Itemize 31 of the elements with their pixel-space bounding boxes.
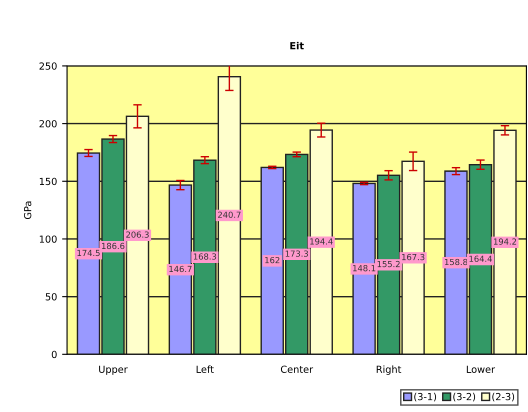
data-label: 148.1 — [353, 265, 376, 272]
data-label: 240.7 — [218, 212, 241, 218]
y-tick-label: 200 — [39, 120, 57, 128]
chart-title: Eit — [290, 42, 304, 50]
x-tick-label: Left — [196, 365, 214, 373]
x-tick-label: Lower — [466, 366, 496, 373]
legend-label: (3-2) — [453, 392, 476, 402]
data-label: 146.7 — [169, 266, 192, 272]
data-label: 167.3 — [402, 254, 424, 260]
y-tick-label: 0 — [52, 350, 57, 358]
data-label: 174.5 — [77, 250, 100, 256]
data-label: 158.8 — [444, 258, 468, 266]
y-tick-label: 100 — [40, 235, 57, 243]
y-tick-label: 150 — [40, 178, 57, 186]
data-label: 168.3 — [194, 253, 216, 260]
data-label: 194.2 — [494, 238, 516, 245]
y-tick-label: 250 — [39, 62, 57, 70]
y-axis-title: GPa — [24, 202, 32, 220]
data-label: 206.3 — [126, 231, 149, 238]
data-label: 164.4 — [469, 256, 492, 262]
legend-label: (2-3) — [492, 392, 514, 402]
data-label: 194.4 — [310, 238, 333, 245]
x-tick-label: Center — [280, 366, 314, 373]
x-tick-label: Upper — [99, 366, 128, 375]
legend-label: (3-1) — [414, 392, 436, 402]
data-label: 186.6 — [102, 242, 124, 250]
data-label: 173.3 — [286, 250, 308, 257]
y-tick-label: 50 — [46, 293, 57, 300]
data-label: 155.2 — [378, 260, 400, 268]
x-tick-label: Right — [376, 365, 402, 375]
data-label: 162 — [265, 256, 280, 264]
